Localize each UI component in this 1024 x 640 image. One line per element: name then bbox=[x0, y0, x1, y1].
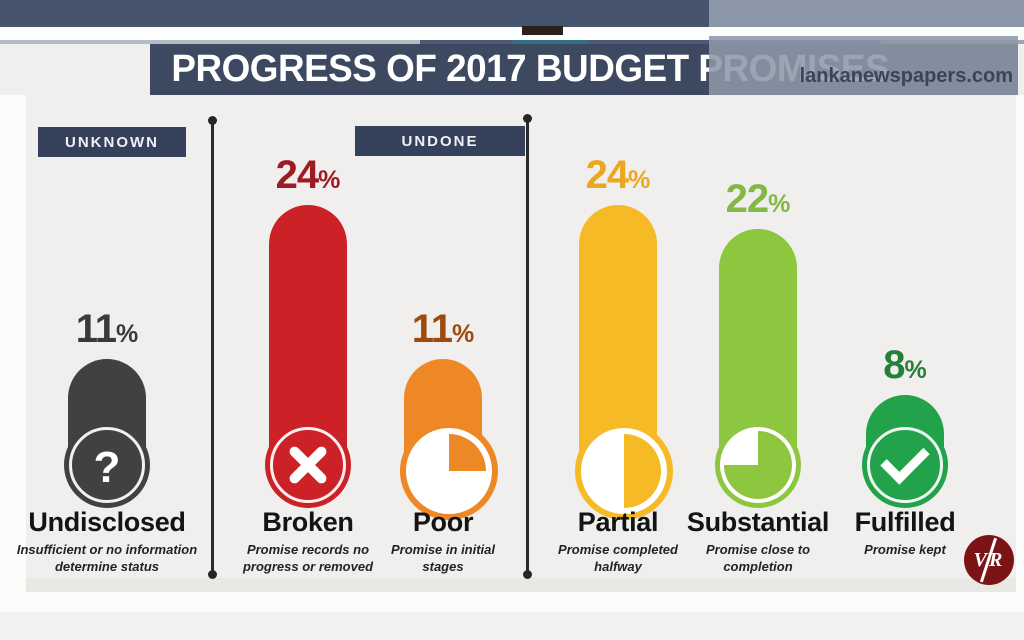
category-description-broken: Promise records no progress or removed bbox=[242, 542, 374, 574]
category-label-poor: Poor bbox=[412, 507, 474, 537]
category-label-partial: Partial bbox=[577, 507, 659, 537]
pie-fill bbox=[724, 431, 792, 499]
topbar-right-segment bbox=[709, 0, 1024, 27]
category-label-substantial: Substantial bbox=[686, 507, 830, 537]
teal-accent-line bbox=[513, 40, 587, 44]
question-icon: ? bbox=[64, 422, 150, 508]
pct-digits: 11 bbox=[75, 307, 117, 351]
cross-icon bbox=[265, 422, 351, 508]
divider-dot bbox=[208, 116, 217, 125]
group-label-unknown-text: UNKNOWN bbox=[65, 133, 159, 151]
group-label-undone: UNDONE bbox=[355, 126, 525, 156]
category-description-partial: Promise completed halfway bbox=[558, 542, 678, 574]
check-icon bbox=[862, 422, 948, 508]
divider-dot bbox=[208, 570, 217, 579]
category-label-undisclosed: Undisclosed bbox=[28, 507, 186, 537]
pie-three-quarter-icon bbox=[715, 422, 801, 508]
icon-ring bbox=[867, 427, 943, 503]
pct-digits: 24 bbox=[275, 153, 319, 197]
pct-label-substantial: 22% bbox=[696, 177, 820, 222]
question-glyph: ? bbox=[93, 443, 121, 492]
header-underline bbox=[0, 40, 1024, 44]
group-label-unknown: UNKNOWN bbox=[38, 127, 186, 157]
watermark-overlay: lankanewspapers.com bbox=[709, 36, 1018, 95]
right-margin-strip bbox=[1016, 95, 1024, 592]
pie-fill bbox=[412, 434, 486, 508]
left-margin-strip bbox=[0, 95, 26, 592]
divider-dot bbox=[523, 570, 532, 579]
logo-text: VR bbox=[973, 548, 1005, 571]
pct-symbol: % bbox=[318, 166, 341, 194]
pct-digits: 11 bbox=[411, 307, 453, 351]
icon-ring bbox=[270, 427, 346, 503]
pie-fill bbox=[587, 434, 661, 508]
category-description-poor: Promise in initial stages bbox=[390, 542, 496, 574]
pie-quarter-icon bbox=[400, 422, 498, 520]
pct-symbol: % bbox=[628, 166, 651, 194]
bottom-gray-band bbox=[0, 612, 1024, 640]
bottom-white-band bbox=[0, 592, 1024, 612]
pct-symbol: % bbox=[452, 320, 475, 348]
category-description-undisclosed: Insufficient or no information determine… bbox=[16, 542, 198, 574]
group-label-undone-text: UNDONE bbox=[401, 132, 479, 150]
pct-label-fulfilled: 8% bbox=[843, 343, 967, 388]
pct-digits: 8 bbox=[883, 343, 905, 387]
divider-dot bbox=[523, 114, 532, 123]
topbar-left-segment bbox=[0, 0, 709, 27]
pct-digits: 24 bbox=[585, 153, 629, 197]
divider-line-left bbox=[211, 124, 214, 572]
publisher-logo: VR bbox=[964, 535, 1014, 585]
pct-symbol: % bbox=[768, 190, 791, 218]
category-label-fulfilled: Fulfilled bbox=[854, 507, 956, 537]
pct-label-undisclosed: 11% bbox=[45, 307, 169, 352]
divider-line-right bbox=[526, 122, 529, 572]
icon-ring bbox=[69, 427, 145, 503]
pct-label-partial: 24% bbox=[556, 153, 680, 198]
pie-half-icon bbox=[575, 422, 673, 520]
category-description-fulfilled: Promise kept bbox=[864, 542, 946, 557]
category-description-substantial: Promise close to completion bbox=[705, 542, 811, 574]
watermark-text: lankanewspapers.com bbox=[799, 65, 1013, 87]
pct-symbol: % bbox=[116, 320, 139, 348]
category-label-broken: Broken bbox=[262, 507, 354, 537]
bookmark-tab bbox=[522, 26, 563, 35]
pct-symbol: % bbox=[904, 356, 927, 384]
pct-digits: 22 bbox=[725, 177, 769, 221]
content-bottom-shade bbox=[0, 578, 1024, 592]
pct-label-broken: 24% bbox=[246, 153, 370, 198]
pct-label-poor: 11% bbox=[381, 307, 505, 352]
pie-ring bbox=[720, 427, 796, 503]
